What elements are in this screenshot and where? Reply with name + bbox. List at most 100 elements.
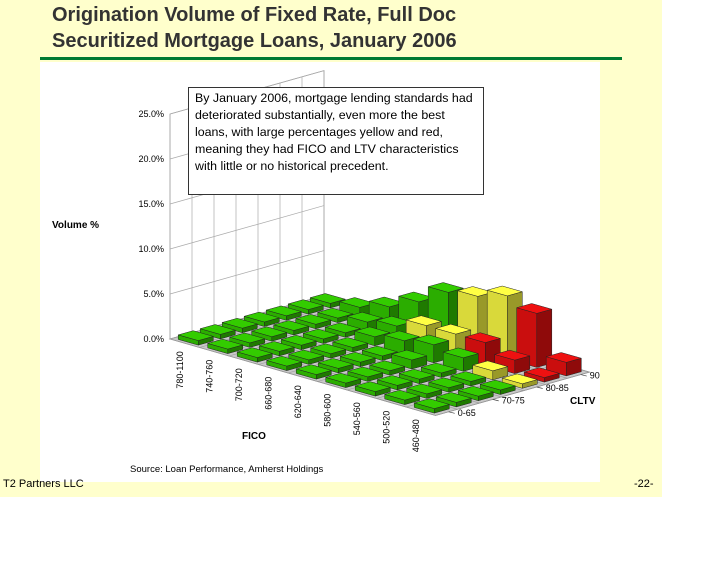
fico-tick-label: 660-680: [263, 377, 273, 410]
fico-tick-label: 620-640: [293, 385, 303, 418]
bar-780-1100-row2: [199, 324, 237, 340]
cltv-tick: [448, 411, 455, 414]
slide-title-line-2: Securitized Mortgage Loans, January 2006: [52, 30, 457, 52]
fico-tick-label: 460-480: [411, 419, 421, 452]
bar-460-480-row2: [435, 392, 473, 408]
bar-top-face: [324, 372, 362, 384]
bar-700-720-row1: [236, 347, 274, 363]
bar-top-face: [442, 347, 480, 359]
bar-740-760-row4: [272, 320, 310, 336]
bar-500-520-row1: [383, 389, 421, 405]
bar-top-face: [383, 389, 421, 401]
bar-780-1100-row4: [243, 311, 281, 327]
y-tick-label: 15.0%: [138, 199, 164, 209]
bar-top-face: [287, 299, 325, 310]
bar-700-720-row2: [258, 341, 296, 357]
bar-top-face: [265, 305, 303, 317]
bar-740-760-row1: [206, 338, 244, 354]
bar-500-520-row7: [515, 303, 553, 368]
bar-top-face: [486, 285, 524, 297]
cltv-tick-label: 70-75: [502, 395, 525, 405]
z-axis-title: CLTV: [570, 396, 596, 407]
bar-top-face: [309, 343, 347, 354]
bar-660-680-row1: [265, 355, 303, 371]
bar-500-520-row3: [427, 377, 465, 393]
cltv-tick: [492, 399, 499, 402]
bar-top-face: [390, 349, 428, 361]
bar-top-face: [368, 360, 406, 371]
bar-top-face: [412, 334, 450, 346]
bar-top-face: [287, 349, 325, 361]
bar-top-face: [545, 352, 583, 363]
bar-740-760-row3: [250, 326, 288, 342]
bar-460-480-row1: [413, 398, 451, 414]
bar-700-720-row3: [280, 335, 318, 351]
slide-background: Origination Volume of Fixed Rate, Full D…: [0, 0, 662, 497]
bar-top-face: [515, 303, 553, 314]
bar-540-560-row3: [398, 369, 436, 385]
fico-tick-label: 500-520: [381, 411, 391, 444]
bar-top-face: [479, 379, 517, 391]
bar-660-680-row3: [309, 343, 347, 359]
bar-540-560-row4: [420, 362, 458, 378]
bar-top-face: [206, 338, 244, 350]
chart-bars: [177, 282, 583, 414]
bar-top-face: [199, 324, 237, 335]
bar-top-face: [280, 335, 318, 346]
cltv-tick-label: 0-65: [458, 408, 476, 418]
cltv-tick-label: 90-95: [590, 371, 600, 381]
y-tick-label: 10.0%: [138, 244, 164, 254]
footer-page-number: -22-: [634, 478, 654, 490]
bar-top-face: [294, 314, 332, 325]
bar-460-480-row4: [479, 379, 517, 395]
bar-top-face: [493, 349, 531, 361]
bar-top-face: [353, 326, 391, 338]
y-gridline: [169, 250, 325, 295]
bar-540-560-row2: [376, 375, 414, 391]
title-underline: [40, 57, 622, 60]
bar-780-1100-row6: [287, 299, 325, 315]
bar-top-face: [457, 386, 495, 397]
bar-top-face: [501, 373, 539, 385]
bar-top-face: [420, 362, 458, 374]
bar-top-face: [434, 323, 472, 335]
bar-top-face: [361, 345, 399, 357]
bar-top-face: [236, 347, 274, 358]
footer-company: T2 Partners LLC: [3, 478, 84, 490]
bar-top-face: [427, 282, 465, 293]
y-gridline: [169, 205, 325, 250]
bar-top-face: [464, 332, 502, 343]
annotation-callout: By January 2006, mortgage lending standa…: [188, 87, 484, 195]
bar-580-600-row2: [346, 366, 384, 382]
bar-620-640-row3: [339, 352, 377, 368]
bar-top-face: [316, 307, 354, 319]
bar-740-760-row5: [294, 314, 332, 330]
bar-500-520-row2: [405, 383, 443, 399]
bar-top-face: [346, 311, 384, 323]
fico-tick-label: 580-600: [322, 394, 332, 427]
bar-740-760-row2: [228, 332, 266, 348]
bar-top-face: [295, 364, 333, 375]
bar-top-face: [324, 322, 362, 334]
chart-source: Source: Loan Performance, Amherst Holdin…: [130, 464, 324, 475]
bar-top-face: [346, 366, 384, 378]
x-axis-title: FICO: [242, 431, 266, 442]
bar-top-face: [413, 398, 451, 409]
bar-460-480-row6: [523, 367, 561, 383]
bar-780-1100-row3: [221, 318, 259, 334]
bar-top-face: [405, 315, 443, 326]
bar-top-face: [243, 311, 281, 323]
bar-460-480-row5: [501, 373, 539, 389]
bar-top-face: [383, 330, 421, 342]
y-tick-label: 25.0%: [138, 109, 164, 119]
chart-labels: 0.0% 5.0% 10.0% 15.0% 20.0% 25.0% 780-1100 740-…: [52, 109, 600, 475]
bar-top-face: [435, 392, 473, 403]
bar-top-face: [376, 375, 414, 386]
bar-top-face: [309, 293, 347, 304]
bar-top-face: [317, 358, 355, 369]
bar-top-face: [339, 352, 377, 363]
bar-580-600-row3: [368, 360, 406, 376]
bar-top-face: [398, 369, 436, 380]
bar-620-640-row1: [295, 364, 333, 380]
slide-title-line-1: Origination Volume of Fixed Rate, Full D…: [52, 4, 457, 26]
